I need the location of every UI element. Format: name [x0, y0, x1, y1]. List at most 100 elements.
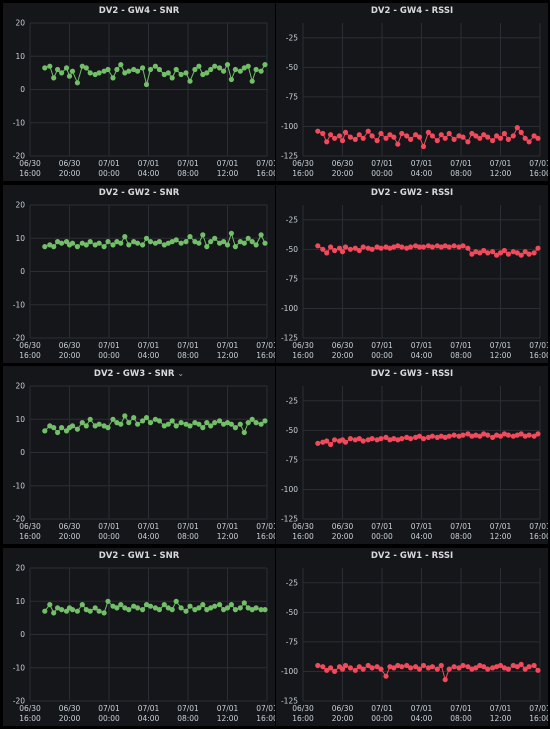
- data-point[interactable]: [332, 247, 338, 254]
- data-point[interactable]: [253, 605, 259, 611]
- panel-dv2-gw4-rssi[interactable]: DV2 - GW4 - RSSI -25 -50 -75 -100 -125 06/30 16…: [276, 3, 548, 181]
- data-point[interactable]: [416, 433, 423, 439]
- data-point[interactable]: [518, 129, 524, 135]
- data-point[interactable]: [122, 70, 128, 76]
- data-point[interactable]: [217, 602, 223, 608]
- data-point[interactable]: [387, 245, 393, 251]
- panel-title[interactable]: DV2 - GW4 - SNR: [3, 6, 275, 16]
- data-point[interactable]: [477, 250, 483, 256]
- data-point[interactable]: [514, 250, 520, 256]
- data-point[interactable]: [328, 132, 334, 138]
- data-point[interactable]: [59, 425, 65, 431]
- data-point[interactable]: [505, 136, 511, 142]
- data-point[interactable]: [485, 666, 491, 672]
- data-point[interactable]: [173, 66, 179, 73]
- data-point[interactable]: [497, 662, 504, 669]
- data-point[interactable]: [408, 136, 414, 142]
- data-point[interactable]: [183, 421, 189, 427]
- data-point[interactable]: [122, 413, 128, 419]
- data-point[interactable]: [352, 437, 358, 443]
- data-point[interactable]: [241, 429, 247, 436]
- data-point[interactable]: [245, 63, 251, 69]
- data-point[interactable]: [245, 420, 251, 426]
- data-point[interactable]: [451, 664, 457, 670]
- data-point[interactable]: [152, 416, 158, 422]
- data-point[interactable]: [425, 434, 431, 440]
- data-point[interactable]: [232, 244, 238, 250]
- data-point[interactable]: [96, 608, 102, 614]
- data-point[interactable]: [442, 135, 448, 141]
- data-point[interactable]: [442, 243, 448, 249]
- data-point[interactable]: [183, 239, 189, 245]
- data-point[interactable]: [356, 132, 362, 138]
- panel-dv2-gw4-snr[interactable]: DV2 - GW4 - SNR 20 10 0 -10 -20 06/30 16:00 06/3…: [3, 3, 275, 181]
- data-point[interactable]: [535, 667, 541, 673]
- data-point[interactable]: [456, 133, 462, 139]
- data-point[interactable]: [383, 135, 389, 141]
- data-point[interactable]: [315, 440, 321, 446]
- data-point[interactable]: [110, 75, 116, 81]
- data-point[interactable]: [83, 65, 89, 71]
- data-point[interactable]: [416, 666, 423, 672]
- data-point[interactable]: [249, 416, 255, 422]
- data-point[interactable]: [237, 605, 243, 611]
- data-point[interactable]: [315, 662, 321, 669]
- data-point[interactable]: [404, 662, 410, 669]
- data-point[interactable]: [66, 73, 73, 79]
- data-point[interactable]: [237, 239, 243, 245]
- data-point[interactable]: [228, 421, 234, 427]
- data-point[interactable]: [135, 605, 141, 611]
- data-point[interactable]: [173, 423, 179, 429]
- data-point[interactable]: [122, 605, 128, 611]
- data-point[interactable]: [399, 244, 405, 250]
- data-point[interactable]: [494, 133, 500, 139]
- data-point[interactable]: [183, 608, 189, 614]
- data-point[interactable]: [391, 244, 397, 250]
- data-point[interactable]: [342, 662, 349, 669]
- data-point[interactable]: [74, 80, 80, 86]
- data-point[interactable]: [395, 141, 401, 147]
- data-point[interactable]: [196, 605, 202, 611]
- data-point[interactable]: [183, 70, 189, 76]
- data-point[interactable]: [131, 415, 137, 421]
- data-point[interactable]: [245, 235, 251, 241]
- data-point[interactable]: [485, 432, 491, 438]
- data-point[interactable]: [63, 608, 70, 614]
- panel-title[interactable]: DV2 - GW2 - SNR: [3, 188, 275, 198]
- data-point[interactable]: [413, 664, 419, 670]
- data-point[interactable]: [241, 240, 247, 246]
- data-point[interactable]: [387, 664, 393, 670]
- data-point[interactable]: [59, 240, 65, 246]
- data-point[interactable]: [249, 78, 255, 84]
- data-point[interactable]: [378, 130, 384, 137]
- data-point[interactable]: [347, 665, 353, 671]
- data-point[interactable]: [494, 252, 500, 258]
- data-point[interactable]: [161, 423, 167, 429]
- data-point[interactable]: [460, 662, 466, 669]
- data-point[interactable]: [126, 607, 132, 613]
- data-point[interactable]: [262, 240, 268, 246]
- data-point[interactable]: [228, 230, 234, 236]
- data-point[interactable]: [342, 244, 349, 250]
- data-point[interactable]: [79, 602, 85, 608]
- data-point[interactable]: [501, 665, 507, 671]
- data-point[interactable]: [192, 420, 198, 426]
- data-point[interactable]: [169, 75, 175, 81]
- data-point[interactable]: [365, 245, 371, 251]
- data-point[interactable]: [387, 437, 393, 443]
- data-point[interactable]: [497, 135, 504, 141]
- data-point[interactable]: [152, 605, 158, 611]
- data-point[interactable]: [339, 666, 346, 672]
- data-point[interactable]: [110, 603, 116, 609]
- data-point[interactable]: [391, 134, 397, 140]
- data-point[interactable]: [339, 138, 346, 144]
- data-point[interactable]: [217, 65, 223, 71]
- data-point[interactable]: [192, 607, 198, 613]
- data-point[interactable]: [399, 130, 405, 137]
- data-point[interactable]: [118, 421, 124, 427]
- data-point[interactable]: [83, 423, 89, 429]
- data-point[interactable]: [69, 68, 76, 74]
- data-point[interactable]: [224, 605, 231, 611]
- data-point[interactable]: [522, 433, 528, 439]
- data-point[interactable]: [501, 130, 507, 137]
